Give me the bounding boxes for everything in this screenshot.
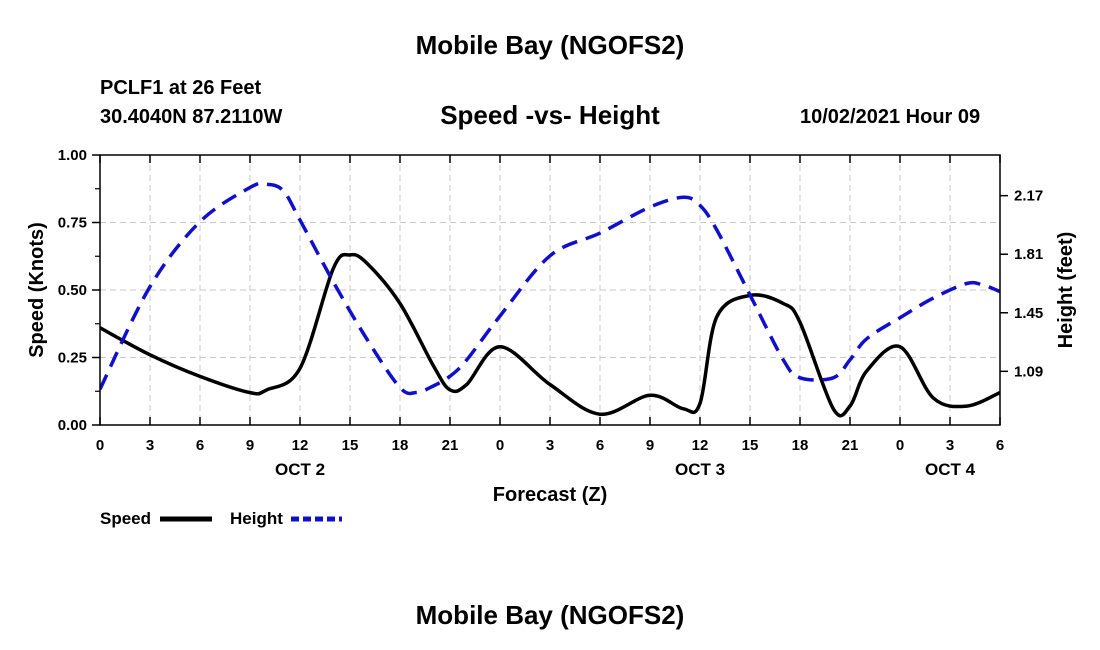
- y2-tick-label: 2.17: [1014, 188, 1043, 205]
- x-tick-label: 3: [146, 437, 154, 454]
- series-layer: [100, 181, 1000, 418]
- y2-tick-label: 1.45: [1014, 305, 1043, 322]
- x-tick-label: 18: [392, 437, 409, 454]
- x-tick-label: 6: [196, 437, 204, 454]
- x-tick-label: 3: [946, 437, 954, 454]
- y-tick-label: 1.00: [58, 147, 87, 164]
- y2-tick-label: 1.09: [1014, 363, 1043, 380]
- x-tick-label: 0: [496, 437, 504, 454]
- x-axis-label: Forecast (Z): [493, 484, 607, 506]
- chart-subtitle: Speed -vs- Height: [440, 100, 660, 130]
- x-tick-label: 12: [692, 437, 709, 454]
- legend: Speed Height: [100, 509, 342, 528]
- date-label: OCT 2: [275, 460, 325, 479]
- x-tick-label: 9: [246, 437, 254, 454]
- x-tick-label: 0: [896, 437, 904, 454]
- axes: 0 3 6 9 12 15 18 21 0 3 6 9 12 15 18 21 0 3 6 OCT 2 OCT 3 OCT…: [58, 147, 1043, 479]
- x-tick-label: 0: [96, 437, 104, 454]
- y-tick-label: 0.00: [58, 417, 87, 434]
- x-tick-label: 6: [996, 437, 1004, 454]
- station-coordinates: 30.4040N 87.2110W: [100, 106, 283, 128]
- y-axis-label: Speed (Knots): [26, 222, 48, 358]
- x-tick-label: 15: [742, 437, 759, 454]
- legend-speed-label: Speed: [100, 509, 151, 528]
- y2-axis-label: Height (feet): [1055, 232, 1077, 349]
- x-tick-label: 3: [546, 437, 554, 454]
- x-tick-label: 9: [646, 437, 654, 454]
- x-tick-label: 18: [792, 437, 809, 454]
- y-tick-label: 0.75: [58, 215, 87, 232]
- station-label: PCLF1 at 26 Feet: [100, 77, 262, 99]
- page-title: Mobile Bay (NGOFS2): [415, 30, 685, 60]
- date-label: OCT 3: [675, 460, 725, 479]
- x-tick-label: 21: [842, 437, 859, 454]
- y-tick-label: 0.50: [58, 282, 87, 299]
- x-tick-label: 15: [342, 437, 359, 454]
- legend-height-label: Height: [230, 509, 283, 528]
- y-tick-label: 0.25: [58, 350, 87, 367]
- series-speed-line: [100, 252, 1000, 418]
- x-tick-label: 12: [292, 437, 309, 454]
- x-tick-label: 21: [442, 437, 459, 454]
- forecast-datetime: 10/02/2021 Hour 09: [800, 106, 981, 128]
- date-label: OCT 4: [925, 460, 976, 479]
- footer-title: Mobile Bay (NGOFS2): [415, 600, 685, 630]
- series-height-line: [100, 181, 1000, 396]
- y2-tick-label: 1.81: [1014, 246, 1043, 263]
- x-tick-label: 6: [596, 437, 604, 454]
